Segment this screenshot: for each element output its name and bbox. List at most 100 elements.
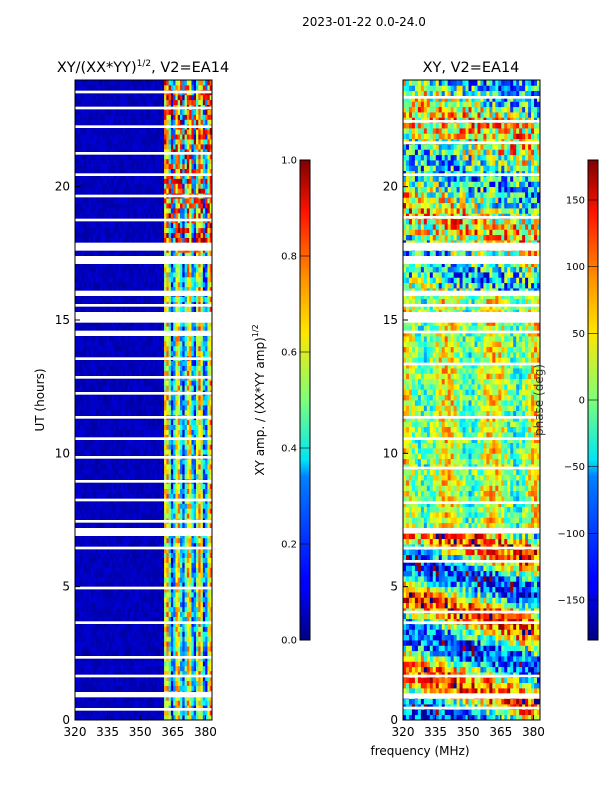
heatmap-cell	[106, 340, 110, 347]
heatmap-cell	[134, 587, 138, 593]
heatmap-cell	[102, 577, 106, 583]
heatmap-cell	[120, 562, 124, 568]
heatmap-cell	[164, 665, 167, 672]
heatmap-cell	[196, 567, 199, 573]
heatmap-cell	[90, 508, 94, 514]
heatmap-cell	[209, 670, 212, 677]
heatmap-cell	[122, 587, 126, 593]
heatmap-cell	[97, 439, 101, 445]
heatmap-cell	[84, 695, 87, 701]
heatmap-cell	[154, 651, 158, 657]
heatmap-cell	[100, 537, 103, 544]
heatmap-cell	[84, 444, 87, 450]
heatmap-cell	[88, 326, 92, 332]
heatmap-cell	[79, 601, 83, 608]
heatmap-cell	[193, 710, 197, 716]
heatmap-cell	[143, 552, 147, 558]
heatmap-cell	[86, 582, 90, 588]
heatmap-cell	[127, 429, 131, 435]
heatmap-cell	[136, 710, 140, 716]
heatmap-cell	[84, 660, 87, 667]
heatmap-cell	[166, 400, 170, 406]
heatmap-cell	[182, 365, 185, 371]
heatmap-cell	[134, 665, 138, 672]
heatmap-cell	[118, 547, 122, 554]
heatmap-cell	[97, 444, 101, 450]
heatmap-cell	[106, 601, 110, 608]
heatmap-cell	[75, 606, 78, 613]
heatmap-cell	[193, 621, 197, 627]
heatmap-cell	[166, 434, 170, 440]
heatmap-cell	[198, 449, 201, 455]
heatmap-cell	[111, 606, 115, 613]
heatmap-cell	[132, 444, 135, 450]
heatmap-cell	[120, 385, 124, 391]
heatmap-cell	[177, 483, 181, 490]
heatmap-cell	[75, 360, 78, 366]
heatmap-cell	[75, 449, 78, 455]
heatmap-cell	[198, 365, 201, 371]
heatmap-cell	[186, 439, 190, 445]
heatmap-cell	[148, 409, 151, 416]
heatmap-cell	[148, 715, 151, 720]
heatmap-cell	[97, 424, 101, 430]
heatmap-cell	[150, 631, 154, 637]
heatmap-cell	[138, 424, 142, 430]
heatmap-cell	[120, 395, 124, 401]
heatmap-cell	[148, 326, 151, 332]
heatmap-cell	[122, 651, 126, 657]
heatmap-cell	[100, 429, 103, 435]
heatmap-cell	[191, 439, 195, 445]
heatmap-cell	[202, 587, 206, 593]
heatmap-cell	[184, 675, 188, 682]
heatmap-cell	[161, 459, 165, 465]
heatmap-cell	[193, 336, 197, 342]
heatmap-cell	[132, 660, 135, 667]
heatmap-cell	[182, 552, 185, 558]
heatmap-cell	[93, 400, 96, 406]
heatmap-cell	[95, 400, 99, 406]
heatmap-cell	[161, 660, 165, 667]
heatmap-cell	[134, 395, 138, 401]
heatmap-cell	[93, 380, 96, 386]
heatmap-cell	[100, 439, 103, 445]
heatmap-cell	[93, 385, 96, 391]
heatmap-cell	[161, 493, 165, 499]
heatmap-cell	[79, 429, 83, 435]
heatmap-cell	[175, 710, 179, 716]
heatmap-cell	[97, 380, 101, 386]
heatmap-cell	[132, 631, 135, 637]
heatmap-cell	[127, 459, 131, 465]
heatmap-cell	[104, 601, 108, 608]
heatmap-cell	[150, 592, 154, 598]
heatmap-cell	[191, 611, 195, 618]
heatmap-cell	[200, 340, 204, 347]
heatmap-cell	[116, 345, 119, 352]
heatmap-cell	[164, 345, 167, 352]
heatmap-cell	[127, 670, 131, 677]
heatmap-cell	[152, 483, 156, 490]
heatmap-cell	[125, 601, 128, 608]
heatmap-cell	[132, 429, 135, 435]
heatmap-cell	[75, 404, 78, 411]
heatmap-cell	[116, 493, 119, 499]
heatmap-cell	[118, 434, 122, 440]
heatmap-cell	[207, 336, 211, 342]
heatmap-cell	[143, 345, 147, 352]
heatmap-cell	[100, 370, 103, 376]
heatmap-cell	[81, 562, 85, 568]
heatmap-cell	[100, 523, 103, 529]
heatmap-cell	[77, 641, 80, 647]
heatmap-cell	[143, 572, 147, 578]
heatmap-cell	[75, 503, 78, 509]
heatmap-cell	[168, 641, 172, 647]
heatmap-cell	[136, 449, 140, 455]
heatmap-cell	[125, 400, 128, 406]
heatmap-cell	[125, 636, 128, 642]
heatmap-cell	[127, 562, 131, 568]
heatmap-cell	[120, 350, 124, 357]
heatmap-cell	[166, 473, 170, 480]
heatmap-cell	[100, 424, 103, 430]
heatmap-cell	[129, 508, 133, 514]
